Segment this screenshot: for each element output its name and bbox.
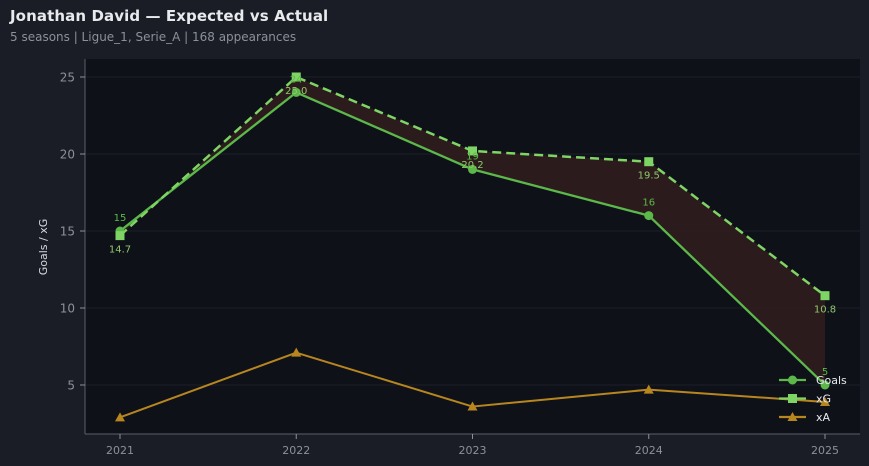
y-tick-label: 5 [67, 379, 75, 393]
x-tick-label: 2023 [459, 444, 487, 457]
xg-data-label: 14.7 [109, 245, 131, 256]
y-tick-label: 10 [60, 302, 75, 316]
x-tick-label: 2024 [635, 444, 663, 457]
goals-marker-circle [644, 211, 654, 221]
goals-data-label: 19 [466, 151, 479, 162]
xg-marker-square [291, 72, 301, 82]
goals-data-label: 16 [642, 198, 655, 209]
xg-marker-square [820, 291, 830, 301]
x-axis-ticks: 2021 2022 2023 2024 2025 [106, 434, 839, 457]
legend-triangle-icon [787, 412, 798, 421]
legend-label: xG [816, 393, 831, 406]
y-tick-label: 20 [60, 148, 75, 162]
legend-item-goals: Goals [779, 374, 847, 387]
xg-data-label: 20.2 [461, 160, 483, 171]
goals-marker-circle [820, 380, 830, 390]
xg-marker-square [115, 231, 125, 241]
goals-data-label: 5 [822, 367, 828, 378]
fill-between-area [120, 77, 825, 385]
xg-data-label: 19.5 [638, 171, 660, 182]
legend-item-xg: xG [779, 393, 831, 406]
xa-marker-triangle [115, 412, 125, 422]
x-tick-label: 2021 [106, 444, 134, 457]
y-axis-label: Goals / xG [37, 219, 50, 276]
legend-item-xa: xA [779, 411, 831, 424]
xg-data-label: 25.0 [285, 86, 307, 97]
series-group [115, 72, 830, 422]
xg-data-label: 10.8 [814, 305, 836, 316]
goals-xg-shaded-area [120, 77, 825, 385]
y-tick-label: 25 [60, 71, 75, 85]
legend-label: xA [816, 411, 831, 424]
data-labels: 15 24 19 16 5 14.7 25.0 20.2 19.5 10.8 [109, 74, 836, 378]
legend: Goals xG xA [779, 374, 847, 424]
chart-title: Jonathan David — Expected vs Actual [10, 7, 329, 25]
xa-marker-triangle [291, 347, 302, 357]
x-tick-label: 2022 [282, 444, 310, 457]
xa-marker-triangle [643, 384, 654, 394]
legend-circle-icon [788, 375, 797, 385]
goals-marker-circle [291, 87, 301, 97]
goals-data-label: 15 [114, 213, 127, 224]
xg-marker-square [468, 146, 477, 156]
xg-marker-square [644, 157, 654, 167]
goals-data-label: 24 [290, 74, 303, 85]
x-tick-label: 2025 [811, 444, 839, 457]
y-tick-label: 15 [60, 225, 75, 239]
goals-marker-circle [468, 164, 477, 174]
legend-label: Goals [816, 374, 847, 387]
chart-subtitle: 5 seasons | Ligue_1, Serie_A | 168 appea… [10, 30, 297, 44]
y-axis-ticks: 5 10 15 20 25 [60, 71, 85, 393]
xa-marker-triangle [820, 396, 830, 406]
legend-square-icon [788, 394, 797, 403]
xa-marker-triangle [467, 401, 478, 411]
